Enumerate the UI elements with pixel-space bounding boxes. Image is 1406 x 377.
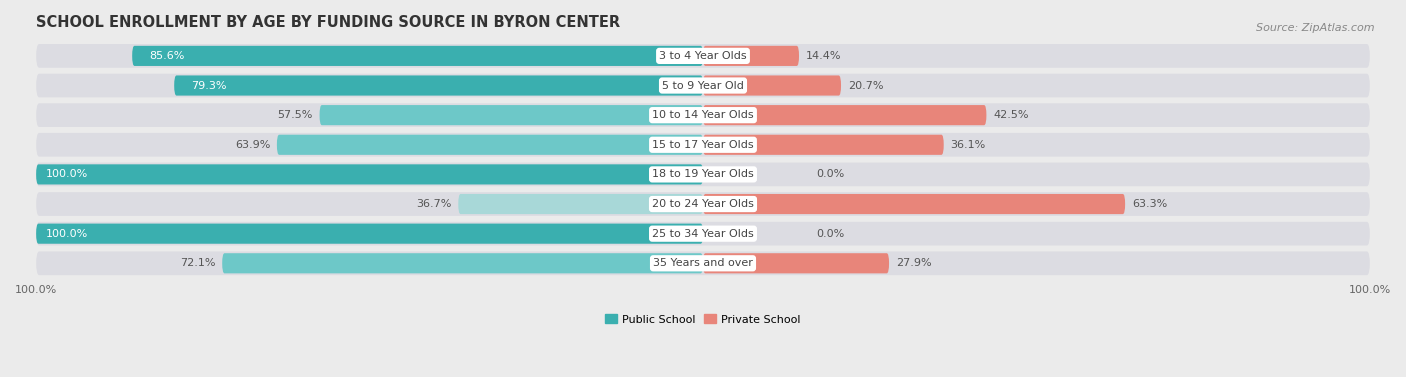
- Text: 25 to 34 Year Olds: 25 to 34 Year Olds: [652, 229, 754, 239]
- FancyBboxPatch shape: [37, 251, 1369, 275]
- Text: 0.0%: 0.0%: [817, 229, 845, 239]
- Text: 15 to 17 Year Olds: 15 to 17 Year Olds: [652, 140, 754, 150]
- Text: 18 to 19 Year Olds: 18 to 19 Year Olds: [652, 169, 754, 179]
- Text: 100.0%: 100.0%: [46, 169, 89, 179]
- Text: SCHOOL ENROLLMENT BY AGE BY FUNDING SOURCE IN BYRON CENTER: SCHOOL ENROLLMENT BY AGE BY FUNDING SOUR…: [37, 15, 620, 30]
- Text: 35 Years and over: 35 Years and over: [652, 258, 754, 268]
- FancyBboxPatch shape: [703, 253, 889, 273]
- FancyBboxPatch shape: [703, 135, 943, 155]
- Text: 3 to 4 Year Olds: 3 to 4 Year Olds: [659, 51, 747, 61]
- FancyBboxPatch shape: [37, 192, 1369, 216]
- FancyBboxPatch shape: [37, 103, 1369, 127]
- Text: 10 to 14 Year Olds: 10 to 14 Year Olds: [652, 110, 754, 120]
- FancyBboxPatch shape: [174, 75, 703, 96]
- FancyBboxPatch shape: [37, 74, 1369, 97]
- Text: 63.9%: 63.9%: [235, 140, 270, 150]
- Text: 57.5%: 57.5%: [277, 110, 314, 120]
- Text: Source: ZipAtlas.com: Source: ZipAtlas.com: [1257, 23, 1375, 33]
- Text: 63.3%: 63.3%: [1132, 199, 1167, 209]
- FancyBboxPatch shape: [132, 46, 703, 66]
- FancyBboxPatch shape: [703, 46, 799, 66]
- Text: 14.4%: 14.4%: [806, 51, 841, 61]
- Legend: Public School, Private School: Public School, Private School: [600, 310, 806, 329]
- Text: 27.9%: 27.9%: [896, 258, 931, 268]
- FancyBboxPatch shape: [703, 75, 841, 96]
- Text: 36.1%: 36.1%: [950, 140, 986, 150]
- FancyBboxPatch shape: [319, 105, 703, 125]
- FancyBboxPatch shape: [703, 105, 987, 125]
- FancyBboxPatch shape: [37, 133, 1369, 156]
- FancyBboxPatch shape: [458, 194, 703, 214]
- FancyBboxPatch shape: [37, 222, 1369, 245]
- Text: 85.6%: 85.6%: [149, 51, 184, 61]
- FancyBboxPatch shape: [37, 224, 703, 244]
- FancyBboxPatch shape: [37, 44, 1369, 68]
- Text: 100.0%: 100.0%: [46, 229, 89, 239]
- Text: 0.0%: 0.0%: [817, 169, 845, 179]
- FancyBboxPatch shape: [703, 194, 1125, 214]
- FancyBboxPatch shape: [277, 135, 703, 155]
- Text: 79.3%: 79.3%: [191, 81, 226, 90]
- Text: 72.1%: 72.1%: [180, 258, 215, 268]
- FancyBboxPatch shape: [222, 253, 703, 273]
- Text: 20.7%: 20.7%: [848, 81, 883, 90]
- FancyBboxPatch shape: [37, 162, 1369, 186]
- Text: 5 to 9 Year Old: 5 to 9 Year Old: [662, 81, 744, 90]
- Text: 42.5%: 42.5%: [993, 110, 1029, 120]
- Text: 20 to 24 Year Olds: 20 to 24 Year Olds: [652, 199, 754, 209]
- Text: 36.7%: 36.7%: [416, 199, 451, 209]
- FancyBboxPatch shape: [37, 164, 703, 184]
